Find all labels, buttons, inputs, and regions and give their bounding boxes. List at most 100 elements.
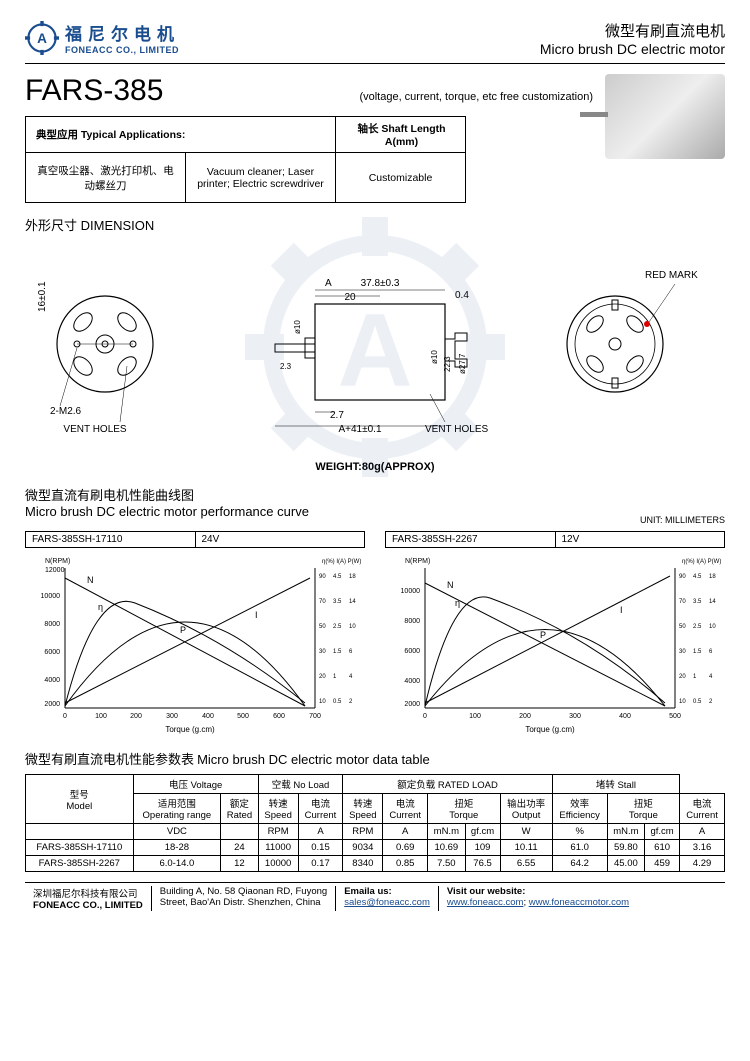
svg-text:16±0.1: 16±0.1 <box>37 281 48 312</box>
svg-text:600: 600 <box>273 713 285 720</box>
footer-email: Emaila us: sales@foneacc.com <box>336 886 439 911</box>
header-cn: 微型有刷直流电机 <box>540 20 725 41</box>
logo-cn: 福尼尔电机 <box>65 20 180 45</box>
table-row: FARS-385SH-22676.0-14.012100000.1783400.… <box>26 856 725 872</box>
svg-text:4.5: 4.5 <box>333 574 342 580</box>
header-en: Micro brush DC electric motor <box>540 41 725 57</box>
chart1-model: FARS-385SH-17110 <box>26 532 196 547</box>
svg-text:I: I <box>620 605 623 615</box>
svg-text:90: 90 <box>319 574 326 580</box>
svg-text:I: I <box>255 610 258 620</box>
curve-title-cn: 微型直流有刷电机性能曲线图 <box>25 485 309 504</box>
website-link-1[interactable]: www.foneacc.com <box>447 897 524 908</box>
svg-text:4000: 4000 <box>44 677 60 684</box>
svg-text:η: η <box>455 598 460 608</box>
svg-text:2000: 2000 <box>44 701 60 708</box>
svg-text:30: 30 <box>319 649 326 655</box>
svg-text:20: 20 <box>679 674 686 680</box>
svg-text:1.5: 1.5 <box>693 649 702 655</box>
svg-text:2000: 2000 <box>404 701 420 708</box>
product-model: FARS-385 <box>25 74 163 108</box>
svg-text:18: 18 <box>709 574 716 580</box>
apps-cn: 真空吸尘器、激光打印机、电动螺丝刀 <box>26 153 186 203</box>
website-link-2[interactable]: www.foneaccmotor.com <box>529 897 629 908</box>
svg-text:6000: 6000 <box>404 648 420 655</box>
svg-text:0: 0 <box>63 713 67 720</box>
svg-text:18: 18 <box>349 574 356 580</box>
svg-text:10000: 10000 <box>41 593 61 600</box>
svg-text:P: P <box>180 625 186 635</box>
performance-data-table: 型号Model 电压 Voltage 空载 No Load 额定负载 RATED… <box>25 774 725 872</box>
svg-text:N: N <box>87 575 94 585</box>
chart-2: FARS-385SH-2267 12V N(RPM) η(%) I(A) P(W… <box>385 531 725 741</box>
applications-table: 典型应用 Typical Applications: 轴长 Shaft Leng… <box>25 116 466 203</box>
svg-text:2.5: 2.5 <box>333 624 342 630</box>
svg-text:14: 14 <box>349 599 356 605</box>
svg-text:14: 14 <box>709 599 716 605</box>
svg-text:A: A <box>337 293 412 409</box>
product-subtitle: (voltage, current, torque, etc free cust… <box>359 91 593 103</box>
dimension-unit: UNIT: MILLIMETERS <box>640 515 725 525</box>
svg-text:300: 300 <box>569 713 581 720</box>
table-row: FARS-385SH-1711018-2824110000.1590340.69… <box>26 840 725 856</box>
svg-text:4: 4 <box>349 674 353 680</box>
svg-text:A: A <box>37 31 47 46</box>
svg-text:8000: 8000 <box>404 618 420 625</box>
svg-text:400: 400 <box>202 713 214 720</box>
app-header: 典型应用 Typical Applications: <box>26 117 336 153</box>
svg-text:2.5: 2.5 <box>693 624 702 630</box>
apps-en: Vacuum cleaner; Laser printer; Electric … <box>186 153 336 203</box>
svg-text:2-M2.6: 2-M2.6 <box>50 406 82 417</box>
svg-text:200: 200 <box>130 713 142 720</box>
svg-text:6000: 6000 <box>44 649 60 656</box>
shaft-header: 轴长 Shaft Length A(mm) <box>336 117 466 153</box>
svg-text:300: 300 <box>166 713 178 720</box>
svg-text:50: 50 <box>319 624 326 630</box>
dt-title-en: Micro brush DC electric motor data table <box>197 752 430 767</box>
svg-text:500: 500 <box>669 713 681 720</box>
page-footer: 深圳福尼尔科技有限公司 FONEACC CO., LIMITED Buildin… <box>25 882 725 911</box>
svg-text:η: η <box>98 602 103 612</box>
svg-text:10000: 10000 <box>401 588 421 595</box>
svg-text:4: 4 <box>709 674 713 680</box>
chart1-svg: N(RPM) 12000 η(%) I(A) P(W) N I P η 0100… <box>25 548 365 738</box>
svg-text:4000: 4000 <box>404 678 420 685</box>
svg-text:50: 50 <box>679 624 686 630</box>
svg-text:4.5: 4.5 <box>693 574 702 580</box>
svg-text:500: 500 <box>237 713 249 720</box>
svg-text:10: 10 <box>679 699 686 705</box>
svg-text:2: 2 <box>709 699 713 705</box>
svg-text:2: 2 <box>349 699 353 705</box>
watermark-icon: A <box>245 217 505 477</box>
svg-text:100: 100 <box>95 713 107 720</box>
svg-text:Torque (g.cm): Torque (g.cm) <box>525 725 575 734</box>
shaft-val: Customizable <box>336 153 466 203</box>
svg-text:Torque (g.cm): Torque (g.cm) <box>165 725 215 734</box>
footer-company: 深圳福尼尔科技有限公司 FONEACC CO., LIMITED <box>25 886 152 911</box>
logo-text: 福尼尔电机 FONEACC CO., LIMITED <box>65 20 180 55</box>
dt-title-cn: 微型有刷直流电机性能参数表 <box>25 752 194 767</box>
svg-text:1: 1 <box>333 674 337 680</box>
email-link[interactable]: sales@foneacc.com <box>344 897 430 908</box>
footer-website: Visit our website: www.foneacc.com; www.… <box>439 886 637 911</box>
svg-text:N: N <box>447 580 454 590</box>
svg-text:RED MARK: RED MARK <box>645 270 698 281</box>
svg-text:1.5: 1.5 <box>333 649 342 655</box>
svg-text:N(RPM): N(RPM) <box>405 558 430 565</box>
chart1-voltage: 24V <box>196 532 365 547</box>
svg-text:70: 70 <box>679 599 686 605</box>
gear-logo-icon: A <box>25 21 59 55</box>
svg-text:20: 20 <box>319 674 326 680</box>
performance-charts: FARS-385SH-17110 24V N(RPM) 12000 η(%) I… <box>25 531 725 741</box>
logo-en: FONEACC CO., LIMITED <box>65 45 180 55</box>
svg-text:12000: 12000 <box>45 567 65 574</box>
svg-text:10: 10 <box>709 624 716 630</box>
svg-text:400: 400 <box>619 713 631 720</box>
chart-1: FARS-385SH-17110 24V N(RPM) 12000 η(%) I… <box>25 531 365 741</box>
svg-text:6: 6 <box>349 649 353 655</box>
dimension-drawing: A 16±0.1 2-M2.6 VENT HOLES A <box>25 234 725 459</box>
header-subtitle: 微型有刷直流电机 Micro brush DC electric motor <box>540 20 725 57</box>
svg-text:3.5: 3.5 <box>693 599 702 605</box>
page-header: A 福尼尔电机 FONEACC CO., LIMITED 微型有刷直流电机 Mi… <box>25 20 725 64</box>
svg-text:8000: 8000 <box>44 621 60 628</box>
